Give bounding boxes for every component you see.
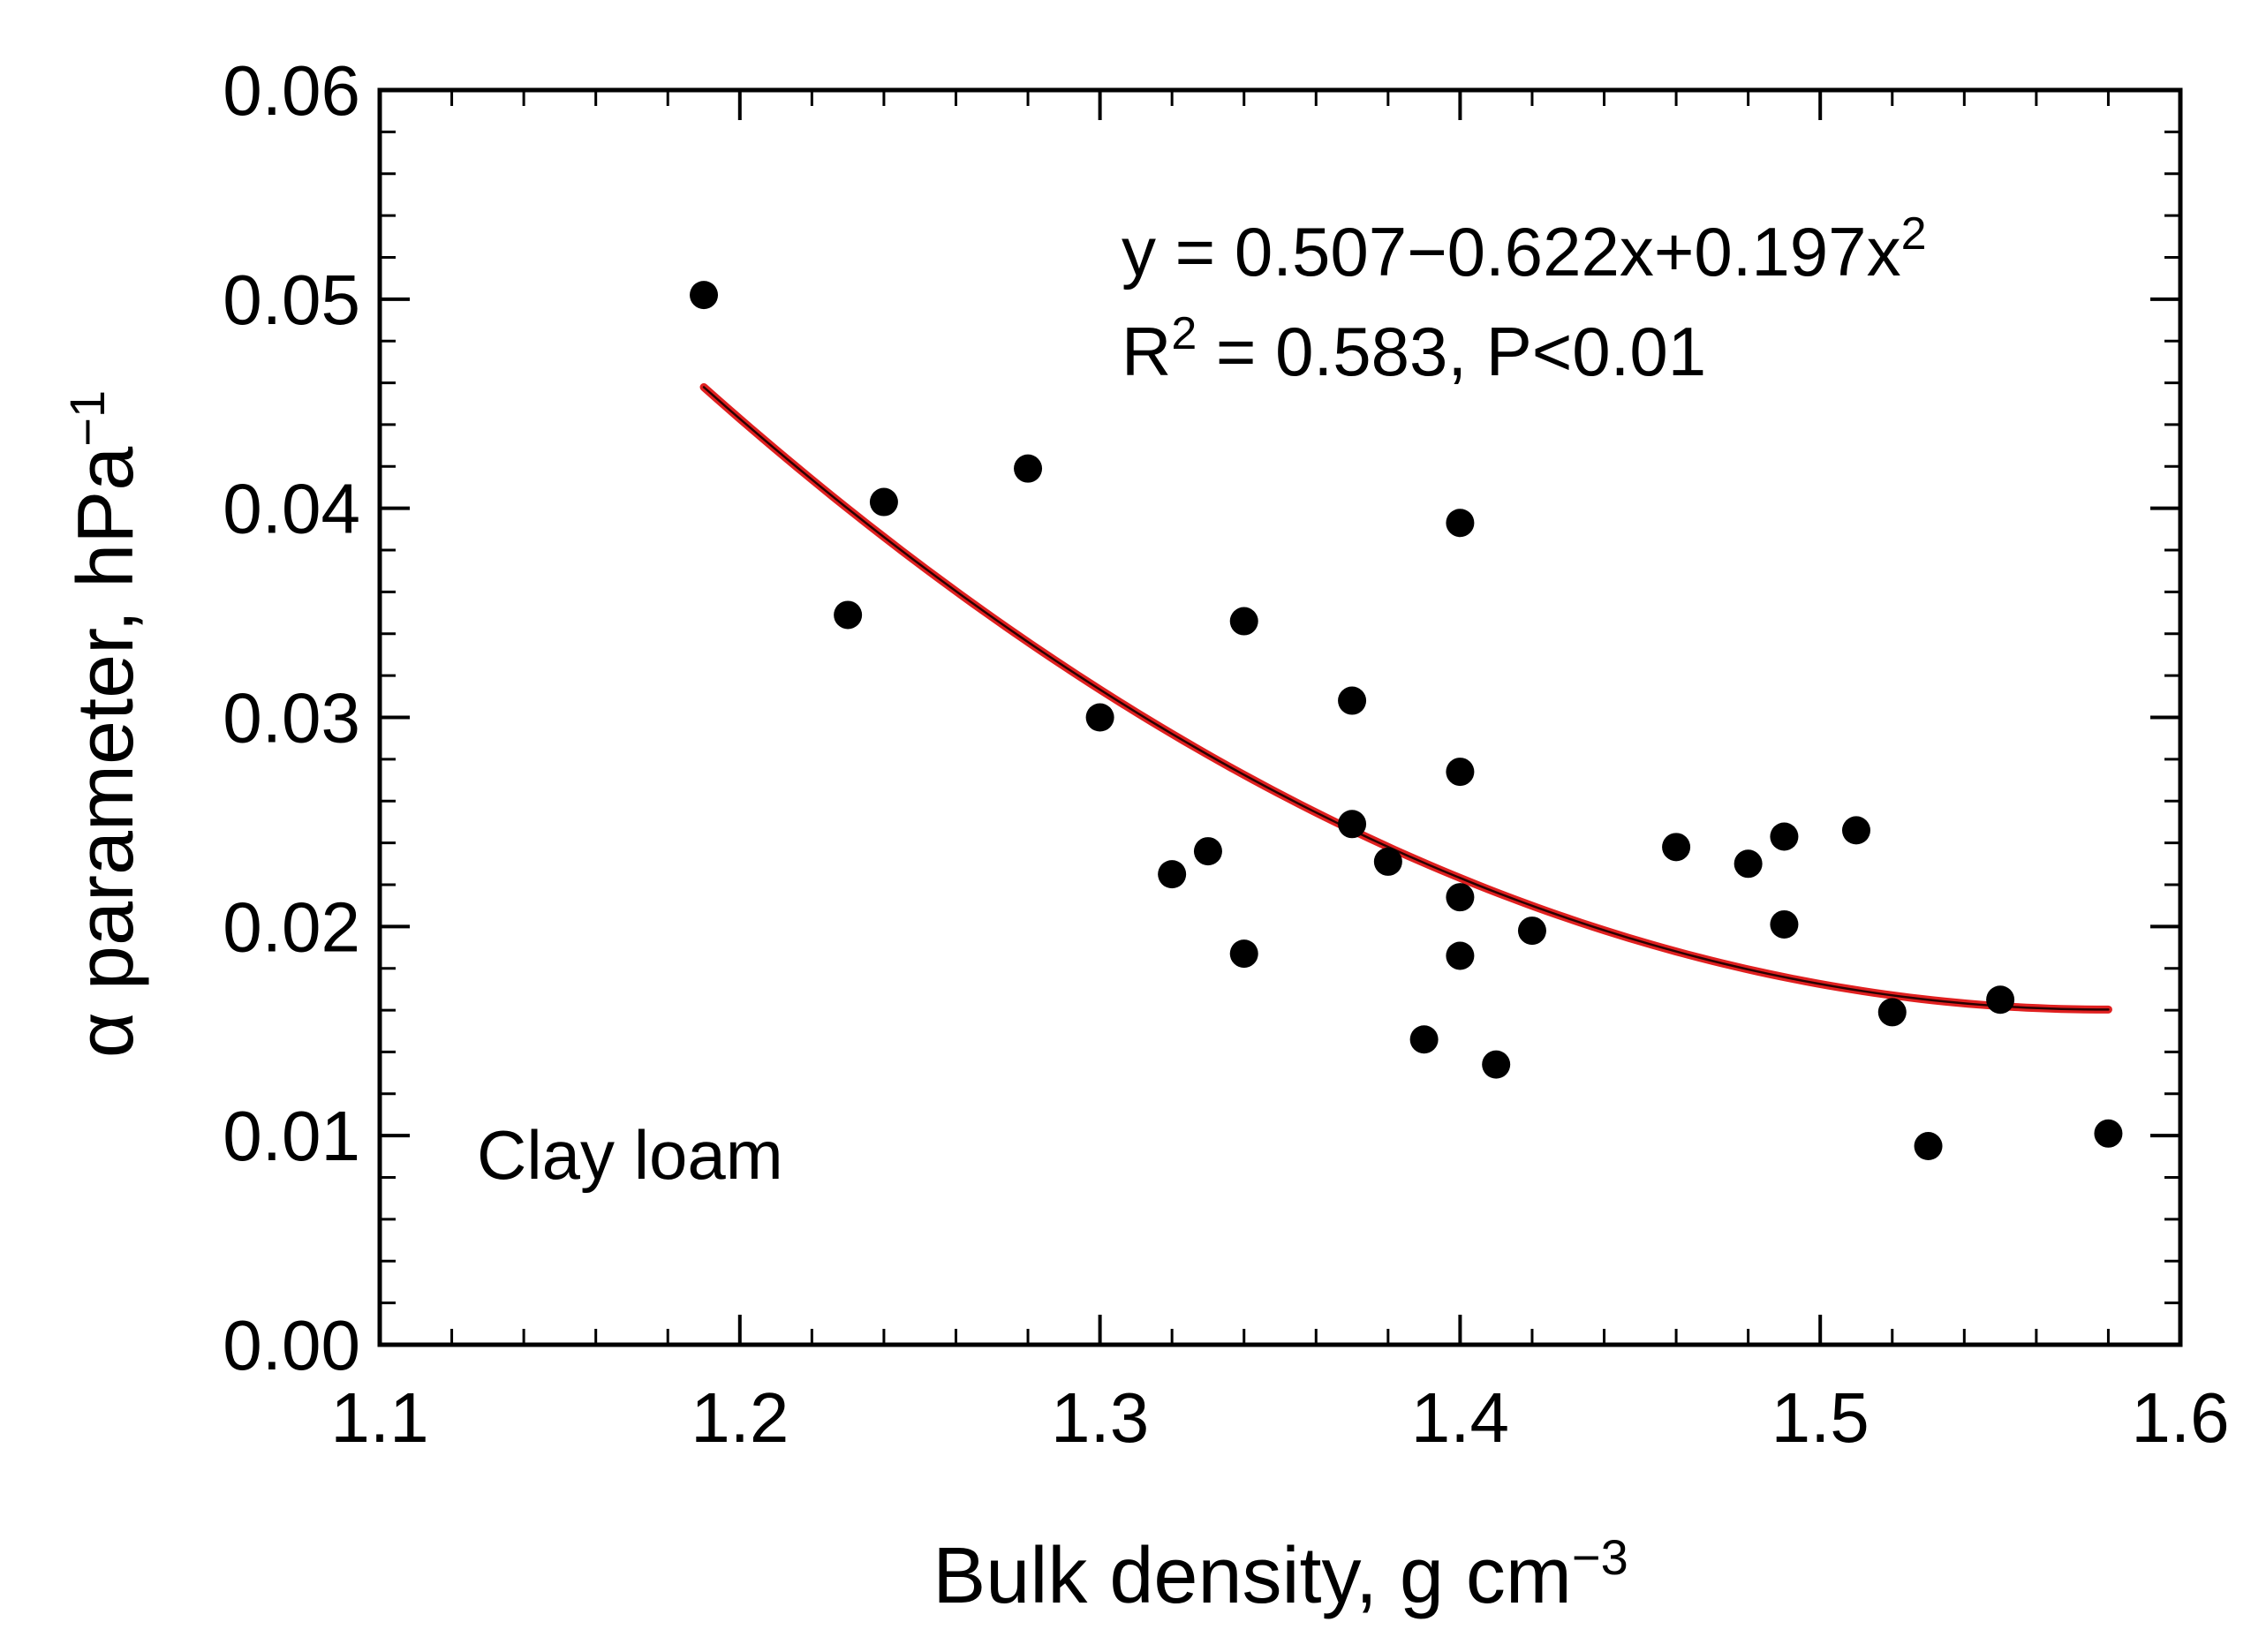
y-tick-label: 0.01 xyxy=(223,1097,360,1175)
data-point xyxy=(1229,607,1258,636)
data-point xyxy=(1662,833,1691,862)
data-point xyxy=(1446,509,1475,538)
x-tick-label: 1.2 xyxy=(691,1378,789,1457)
y-tick-label: 0.03 xyxy=(223,679,360,758)
x-tick-label: 1.4 xyxy=(1411,1378,1509,1457)
data-point xyxy=(1734,849,1763,879)
data-point xyxy=(1482,1050,1511,1079)
equation-annotation: y = 0.507−0.622x+0.197x2 xyxy=(1122,208,1927,290)
data-point xyxy=(1841,816,1870,845)
data-point xyxy=(2094,1119,2123,1148)
y-tick-label: 0.04 xyxy=(223,470,360,548)
data-point xyxy=(690,281,719,310)
y-tick-label: 0.05 xyxy=(223,260,360,339)
fit-curve-core xyxy=(702,386,2110,1011)
data-point xyxy=(1193,837,1222,866)
y-axis-title: α parameter, hPa−1 xyxy=(59,390,150,1058)
x-tick-label: 1.6 xyxy=(2131,1378,2229,1457)
data-points xyxy=(690,281,2123,1161)
data-point xyxy=(834,600,863,630)
data-point xyxy=(1446,883,1475,912)
x-axis-title: Bulk density, g cm−3 xyxy=(933,1529,1628,1620)
data-point xyxy=(1770,822,1799,851)
data-point xyxy=(1338,810,1367,839)
data-point xyxy=(1446,758,1475,787)
y-axis-title-superscript: −1 xyxy=(59,390,115,447)
y-tick-label: 0.06 xyxy=(223,51,360,130)
data-point xyxy=(1770,909,1799,939)
data-point xyxy=(1338,686,1367,715)
x-tick-label: 1.1 xyxy=(330,1378,428,1457)
data-point xyxy=(1158,860,1187,889)
data-point xyxy=(1914,1132,1943,1161)
r2-superscript: 2 xyxy=(1171,308,1197,359)
equation-superscript: 2 xyxy=(1901,208,1927,260)
data-point xyxy=(1229,939,1258,969)
x-axis-title-superscript: −3 xyxy=(1572,1529,1628,1585)
data-point xyxy=(1446,941,1475,970)
data-point xyxy=(1517,917,1546,946)
r2-annotation: R2 = 0.583, P<0.01 xyxy=(1122,308,1706,390)
data-point xyxy=(1373,847,1402,876)
data-point xyxy=(1409,1025,1439,1054)
data-point xyxy=(1877,998,1907,1027)
minor-ticks xyxy=(380,90,2180,1345)
y-tick-label: 0.00 xyxy=(223,1306,360,1384)
soil-type-label: Clay loam xyxy=(477,1116,783,1194)
x-tick-label: 1.5 xyxy=(1771,1378,1870,1457)
data-point xyxy=(1014,454,1043,483)
x-tick-label: 1.3 xyxy=(1051,1378,1149,1457)
y-tick-labels: 0.00 0.01 0.02 0.03 0.04 0.05 0.06 xyxy=(223,51,360,1384)
y-tick-label: 0.02 xyxy=(223,887,360,966)
x-tick-labels: 1.1 1.2 1.3 1.4 1.5 1.6 xyxy=(330,1378,2229,1457)
major-ticks xyxy=(378,88,2182,1346)
data-point xyxy=(869,487,898,517)
data-point xyxy=(1986,985,2015,1015)
data-point xyxy=(1085,703,1114,732)
